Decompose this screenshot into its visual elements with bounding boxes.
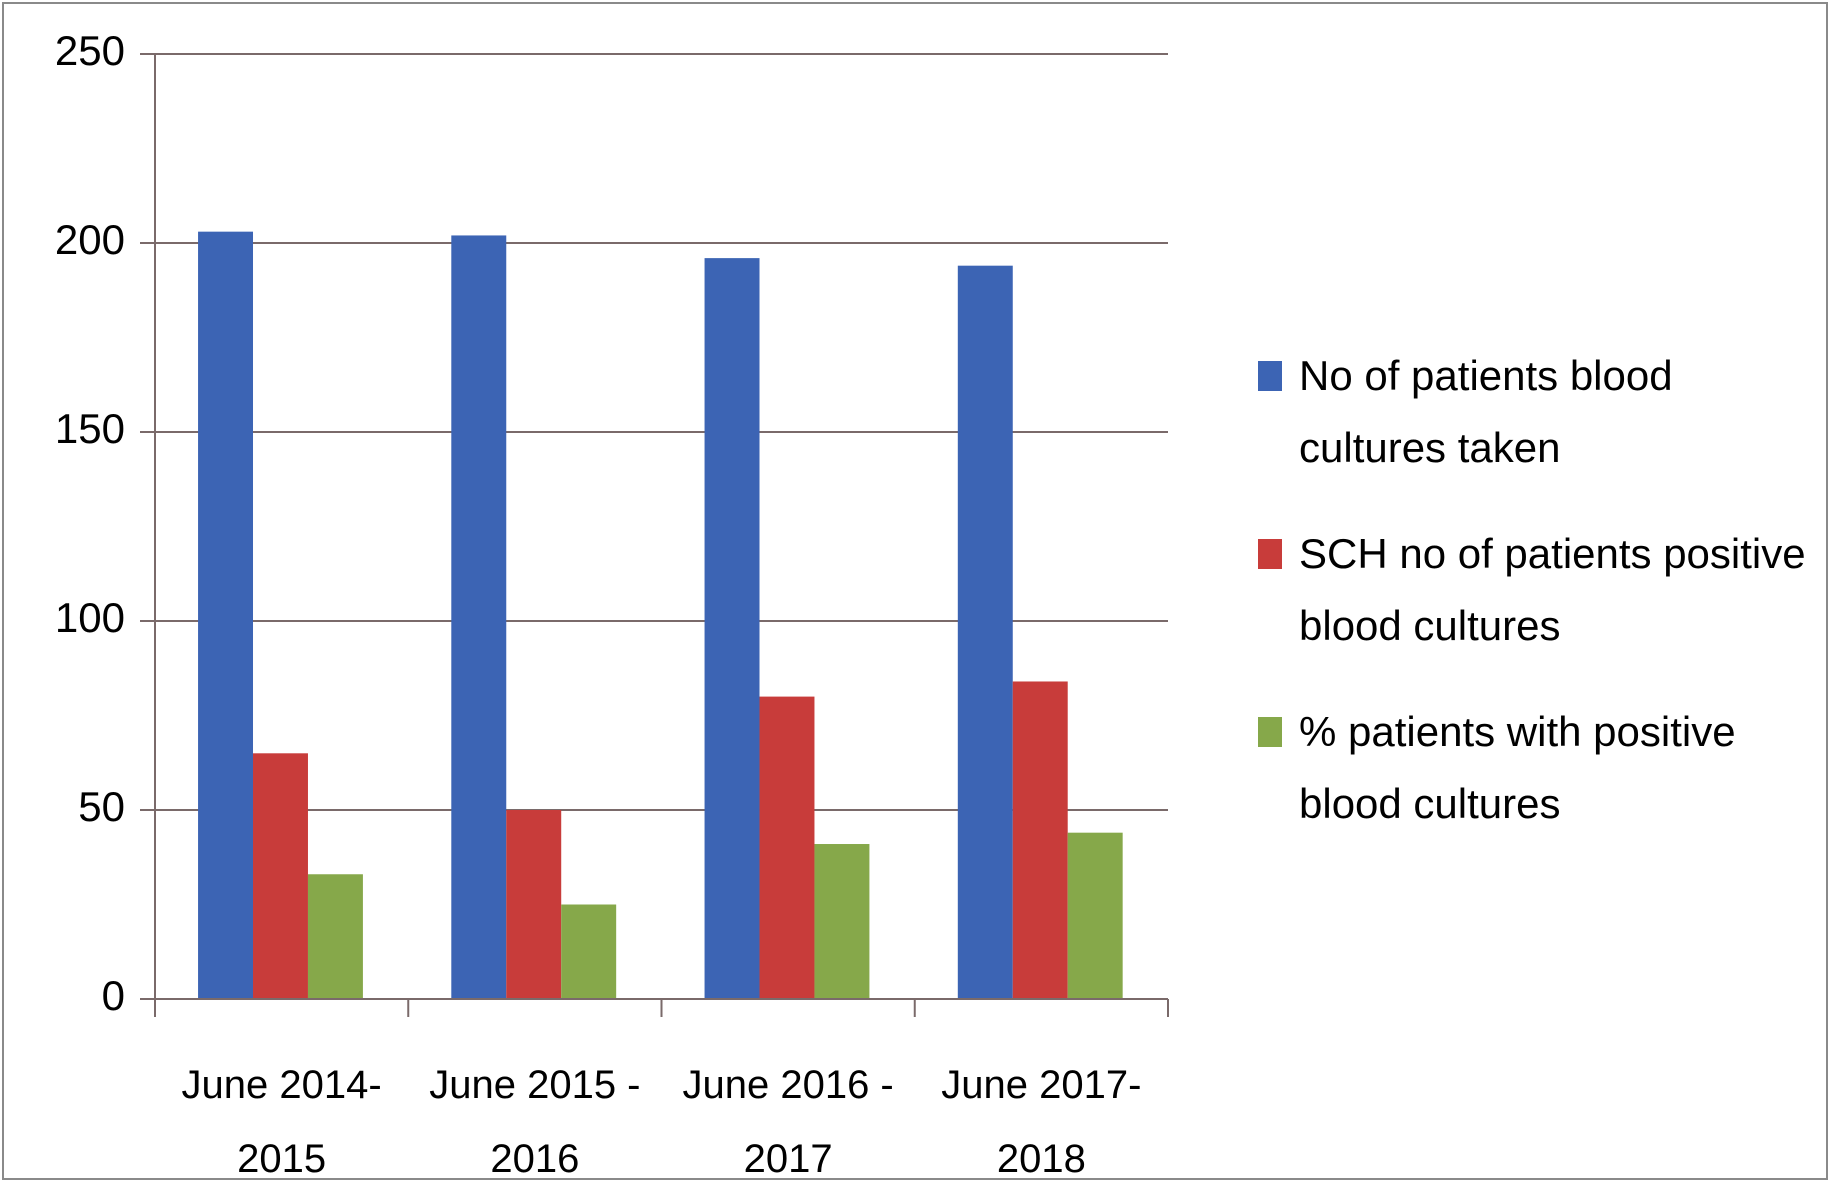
y-tick-label: 100	[55, 594, 125, 641]
y-tick-label: 0	[102, 972, 125, 1019]
bar	[814, 844, 870, 999]
bar	[253, 753, 308, 999]
x-tick-label: June 2015 - 2016	[429, 1063, 641, 1181]
y-tick-label: 200	[55, 216, 125, 263]
y-tick-label: 50	[78, 783, 125, 830]
bar	[451, 235, 507, 999]
bar	[506, 810, 562, 999]
bar	[957, 265, 1013, 999]
legend-label: No of patients blood cultures taken	[1299, 352, 1673, 471]
bar	[1012, 681, 1068, 999]
bar	[561, 904, 617, 999]
bar	[759, 696, 815, 999]
legend-marker	[1258, 717, 1282, 747]
x-tick-label: June 2014-2015	[181, 1063, 382, 1181]
legend-label: SCH no of patients positive blood cultur…	[1299, 530, 1806, 649]
legend-marker	[1258, 361, 1282, 391]
bar	[1067, 832, 1123, 999]
bar	[198, 231, 254, 999]
x-tick-label: June 2016 - 2017	[682, 1063, 894, 1181]
bar	[704, 258, 760, 999]
legend-marker	[1258, 539, 1282, 569]
y-tick-label: 150	[55, 405, 125, 452]
legend-label: % patients with positive blood cultures	[1299, 708, 1736, 827]
x-tick-label: June 2017-2018	[941, 1063, 1142, 1181]
bar	[307, 874, 363, 999]
y-tick-label: 250	[55, 27, 125, 74]
